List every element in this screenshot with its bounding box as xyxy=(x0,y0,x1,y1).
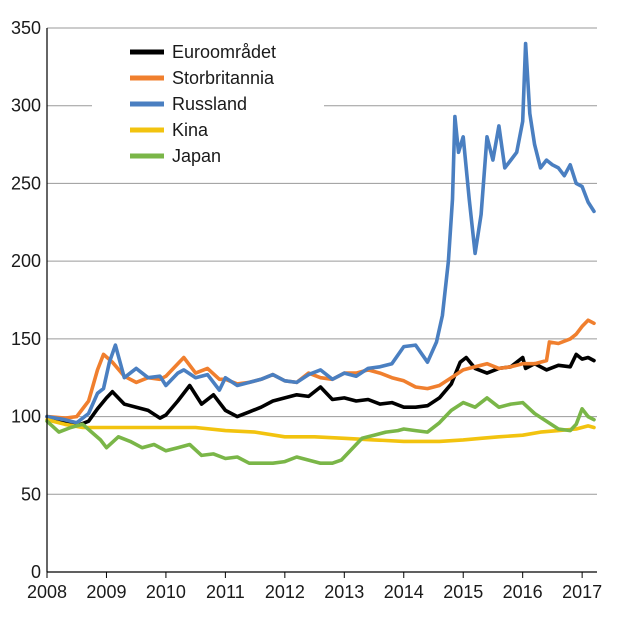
legend: Euroområdet Storbritannia Russland Kina Japa… xyxy=(130,42,276,166)
x-axis-tick-labels: 2008 2009 2010 2011 2012 2013 2014 2015 2016 2017 xyxy=(27,582,602,602)
series-line-japan xyxy=(45,396,596,465)
x-tick-label: 2014 xyxy=(384,582,424,602)
x-tick-label: 2016 xyxy=(503,582,543,602)
series-line-storbritannia xyxy=(45,318,596,420)
y-tick-label: 200 xyxy=(11,251,41,271)
y-tick-label: 150 xyxy=(11,329,41,349)
x-tick-label: 2015 xyxy=(443,582,483,602)
y-tick-label: 0 xyxy=(31,562,41,582)
y-tick-label: 250 xyxy=(11,173,41,193)
legend-label-euroomr-det: Euroområdet xyxy=(172,42,276,62)
series-lines xyxy=(45,41,596,465)
y-tick-label: 100 xyxy=(11,407,41,427)
legend-label-japan: Japan xyxy=(172,146,221,166)
x-tick-label: 2008 xyxy=(27,582,67,602)
x-tick-label: 2013 xyxy=(324,582,364,602)
x-tick-label: 2010 xyxy=(146,582,186,602)
y-tick-label: 50 xyxy=(21,484,41,504)
x-tick-label: 2017 xyxy=(562,582,602,602)
legend-label-kina: Kina xyxy=(172,120,209,140)
axes xyxy=(46,28,597,578)
y-axis-tick-labels: 0 50 100 150 200 250 300 350 xyxy=(11,18,41,582)
y-tick-label: 300 xyxy=(11,96,41,116)
series-line-russland xyxy=(45,41,596,425)
x-tick-label: 2009 xyxy=(86,582,126,602)
legend-label-storbritannia: Storbritannia xyxy=(172,68,275,88)
series-line-kina xyxy=(45,417,596,444)
legend-label-russland: Russland xyxy=(172,94,247,114)
y-tick-label: 350 xyxy=(11,18,41,38)
x-tick-label: 2011 xyxy=(206,582,245,602)
x-tick-label: 2012 xyxy=(265,582,305,602)
